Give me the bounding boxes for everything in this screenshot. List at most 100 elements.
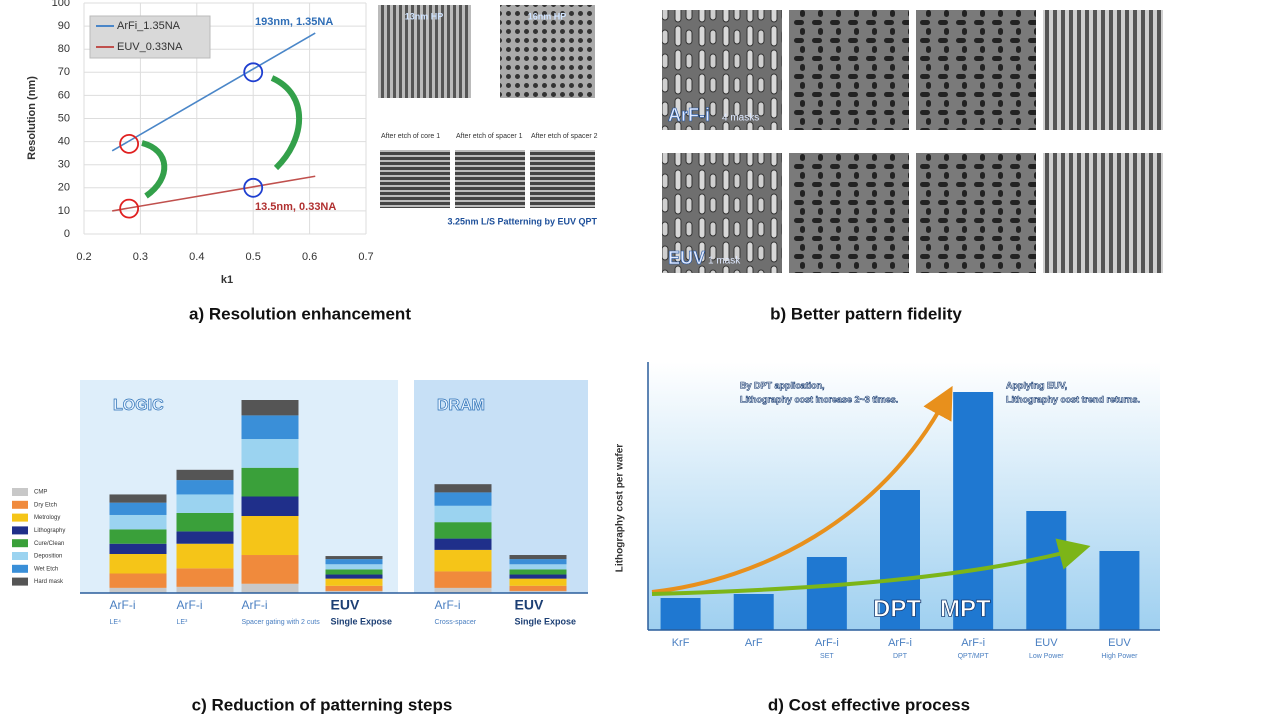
annotation: Applying EUV, xyxy=(1006,380,1067,390)
bar-segment xyxy=(109,529,167,544)
bar-segment xyxy=(325,559,383,565)
legend-swatch xyxy=(12,526,28,535)
bar xyxy=(806,557,847,630)
bar-segment xyxy=(241,439,299,468)
annotation: 13.5nm, 0.33NA xyxy=(255,201,336,213)
bar-segment xyxy=(176,494,234,513)
x-tick-label: ArF-i xyxy=(177,598,203,612)
x-tick-label: ArF xyxy=(745,637,763,649)
legend-label: Wet Etch xyxy=(34,566,58,572)
x-tick-label: ArF-i xyxy=(242,598,268,612)
bar-segment xyxy=(509,574,567,579)
x-tick-sublabel: LE⁴ xyxy=(110,619,122,626)
bar-segment xyxy=(109,553,167,574)
bar-segment xyxy=(176,543,234,569)
series-line xyxy=(111,32,316,152)
sem-image xyxy=(916,153,1036,273)
bar xyxy=(953,392,994,630)
image-label: After etch of spacer 1 xyxy=(456,133,523,140)
x-tick-label: 0.2 xyxy=(76,251,91,263)
legend-label: Lithography xyxy=(34,528,65,534)
y-axis-label: Resolution (nm) xyxy=(26,76,38,160)
x-tick-sublabel: LE³ xyxy=(177,619,189,626)
x-tick-sublabel: QPT/MPT xyxy=(958,653,990,660)
bar-segment xyxy=(241,516,299,556)
sem-image xyxy=(662,10,782,130)
bar xyxy=(1099,551,1140,630)
sem-image xyxy=(789,153,909,273)
x-tick-sublabel: Cross-spacer xyxy=(435,619,477,626)
bar xyxy=(1026,511,1067,630)
trend-arrow xyxy=(651,538,1091,596)
bar-segment xyxy=(509,555,567,560)
annotation: Lithography cost trend returns. xyxy=(1006,394,1140,404)
bar-segment xyxy=(509,585,567,591)
legend-swatch xyxy=(12,539,28,548)
bar-segment xyxy=(109,514,167,530)
bar-segment xyxy=(241,496,299,517)
sem-image xyxy=(530,150,595,208)
bar-segment xyxy=(176,512,234,532)
caption: d) Cost effective process xyxy=(768,695,970,714)
legend-swatch xyxy=(12,552,28,560)
highlight-circle xyxy=(119,134,140,154)
y-tick-label: 50 xyxy=(58,112,70,124)
x-tick-label: 0.6 xyxy=(302,251,317,263)
bar-segment xyxy=(241,583,299,593)
x-tick-label: ArF-i xyxy=(435,598,461,612)
x-tick-label: KrF xyxy=(672,637,690,649)
bar-segment xyxy=(325,590,383,593)
legend-label: Cure/Clean xyxy=(34,541,64,547)
y-tick-label: 60 xyxy=(58,89,70,101)
arrow xyxy=(270,75,303,171)
legend-label: Deposition xyxy=(34,554,62,560)
x-tick-label: 0.5 xyxy=(246,251,261,263)
bar-segment xyxy=(176,586,234,593)
x-tick-label: EUV xyxy=(1108,637,1131,649)
sem-image xyxy=(500,5,595,98)
y-tick-label: 80 xyxy=(58,43,70,55)
sem-image xyxy=(378,5,471,98)
bar-segment xyxy=(241,400,299,416)
image-label: 16nm HP xyxy=(528,11,567,21)
y-tick-label: 90 xyxy=(58,20,70,32)
sem-image xyxy=(789,10,909,130)
legend-label: Dry Etch xyxy=(34,502,57,508)
bar-segment xyxy=(109,494,167,503)
sem-image xyxy=(455,150,525,208)
image-label: After etch of core 1 xyxy=(381,133,440,140)
panel-a-images: 13nm HP 16nm HP After etch of core 1 Aft… xyxy=(378,5,598,226)
bar-segment xyxy=(109,502,167,515)
row-note: 1 mask xyxy=(708,256,741,267)
x-axis-label: k1 xyxy=(221,274,233,286)
bar-segment xyxy=(241,415,299,440)
bar xyxy=(880,490,920,630)
bar-segment xyxy=(325,585,383,591)
bar-segment xyxy=(434,522,492,539)
series-line xyxy=(112,175,316,212)
trend-arrow xyxy=(651,385,953,594)
bar-segment xyxy=(509,559,567,565)
arrow xyxy=(141,140,168,199)
y-tick-label: 40 xyxy=(58,136,70,148)
bar-segment xyxy=(509,564,567,570)
legend-swatch xyxy=(12,513,28,522)
x-tick-label: ArF-i xyxy=(110,598,136,612)
caption: a) Resolution enhancement xyxy=(189,304,411,323)
bar-segment xyxy=(509,590,567,593)
highlight-circle xyxy=(243,62,264,83)
highlight-circle xyxy=(243,177,264,198)
annotation: By DPT application, xyxy=(740,380,825,390)
bar-segment xyxy=(325,569,383,575)
row-note: 4 masks xyxy=(722,113,759,124)
bar-segment xyxy=(241,555,299,584)
bar-segment xyxy=(434,549,492,572)
x-tick-label: 0.3 xyxy=(133,251,148,263)
row-label: ArF-i xyxy=(668,105,710,125)
bar-segment xyxy=(109,587,167,593)
x-tick-label: EUV xyxy=(515,597,544,613)
bar-segment xyxy=(325,564,383,570)
bar-segment xyxy=(509,569,567,575)
legend-label: Hard mask xyxy=(34,579,64,585)
bar-annotation: MPT xyxy=(940,595,991,622)
